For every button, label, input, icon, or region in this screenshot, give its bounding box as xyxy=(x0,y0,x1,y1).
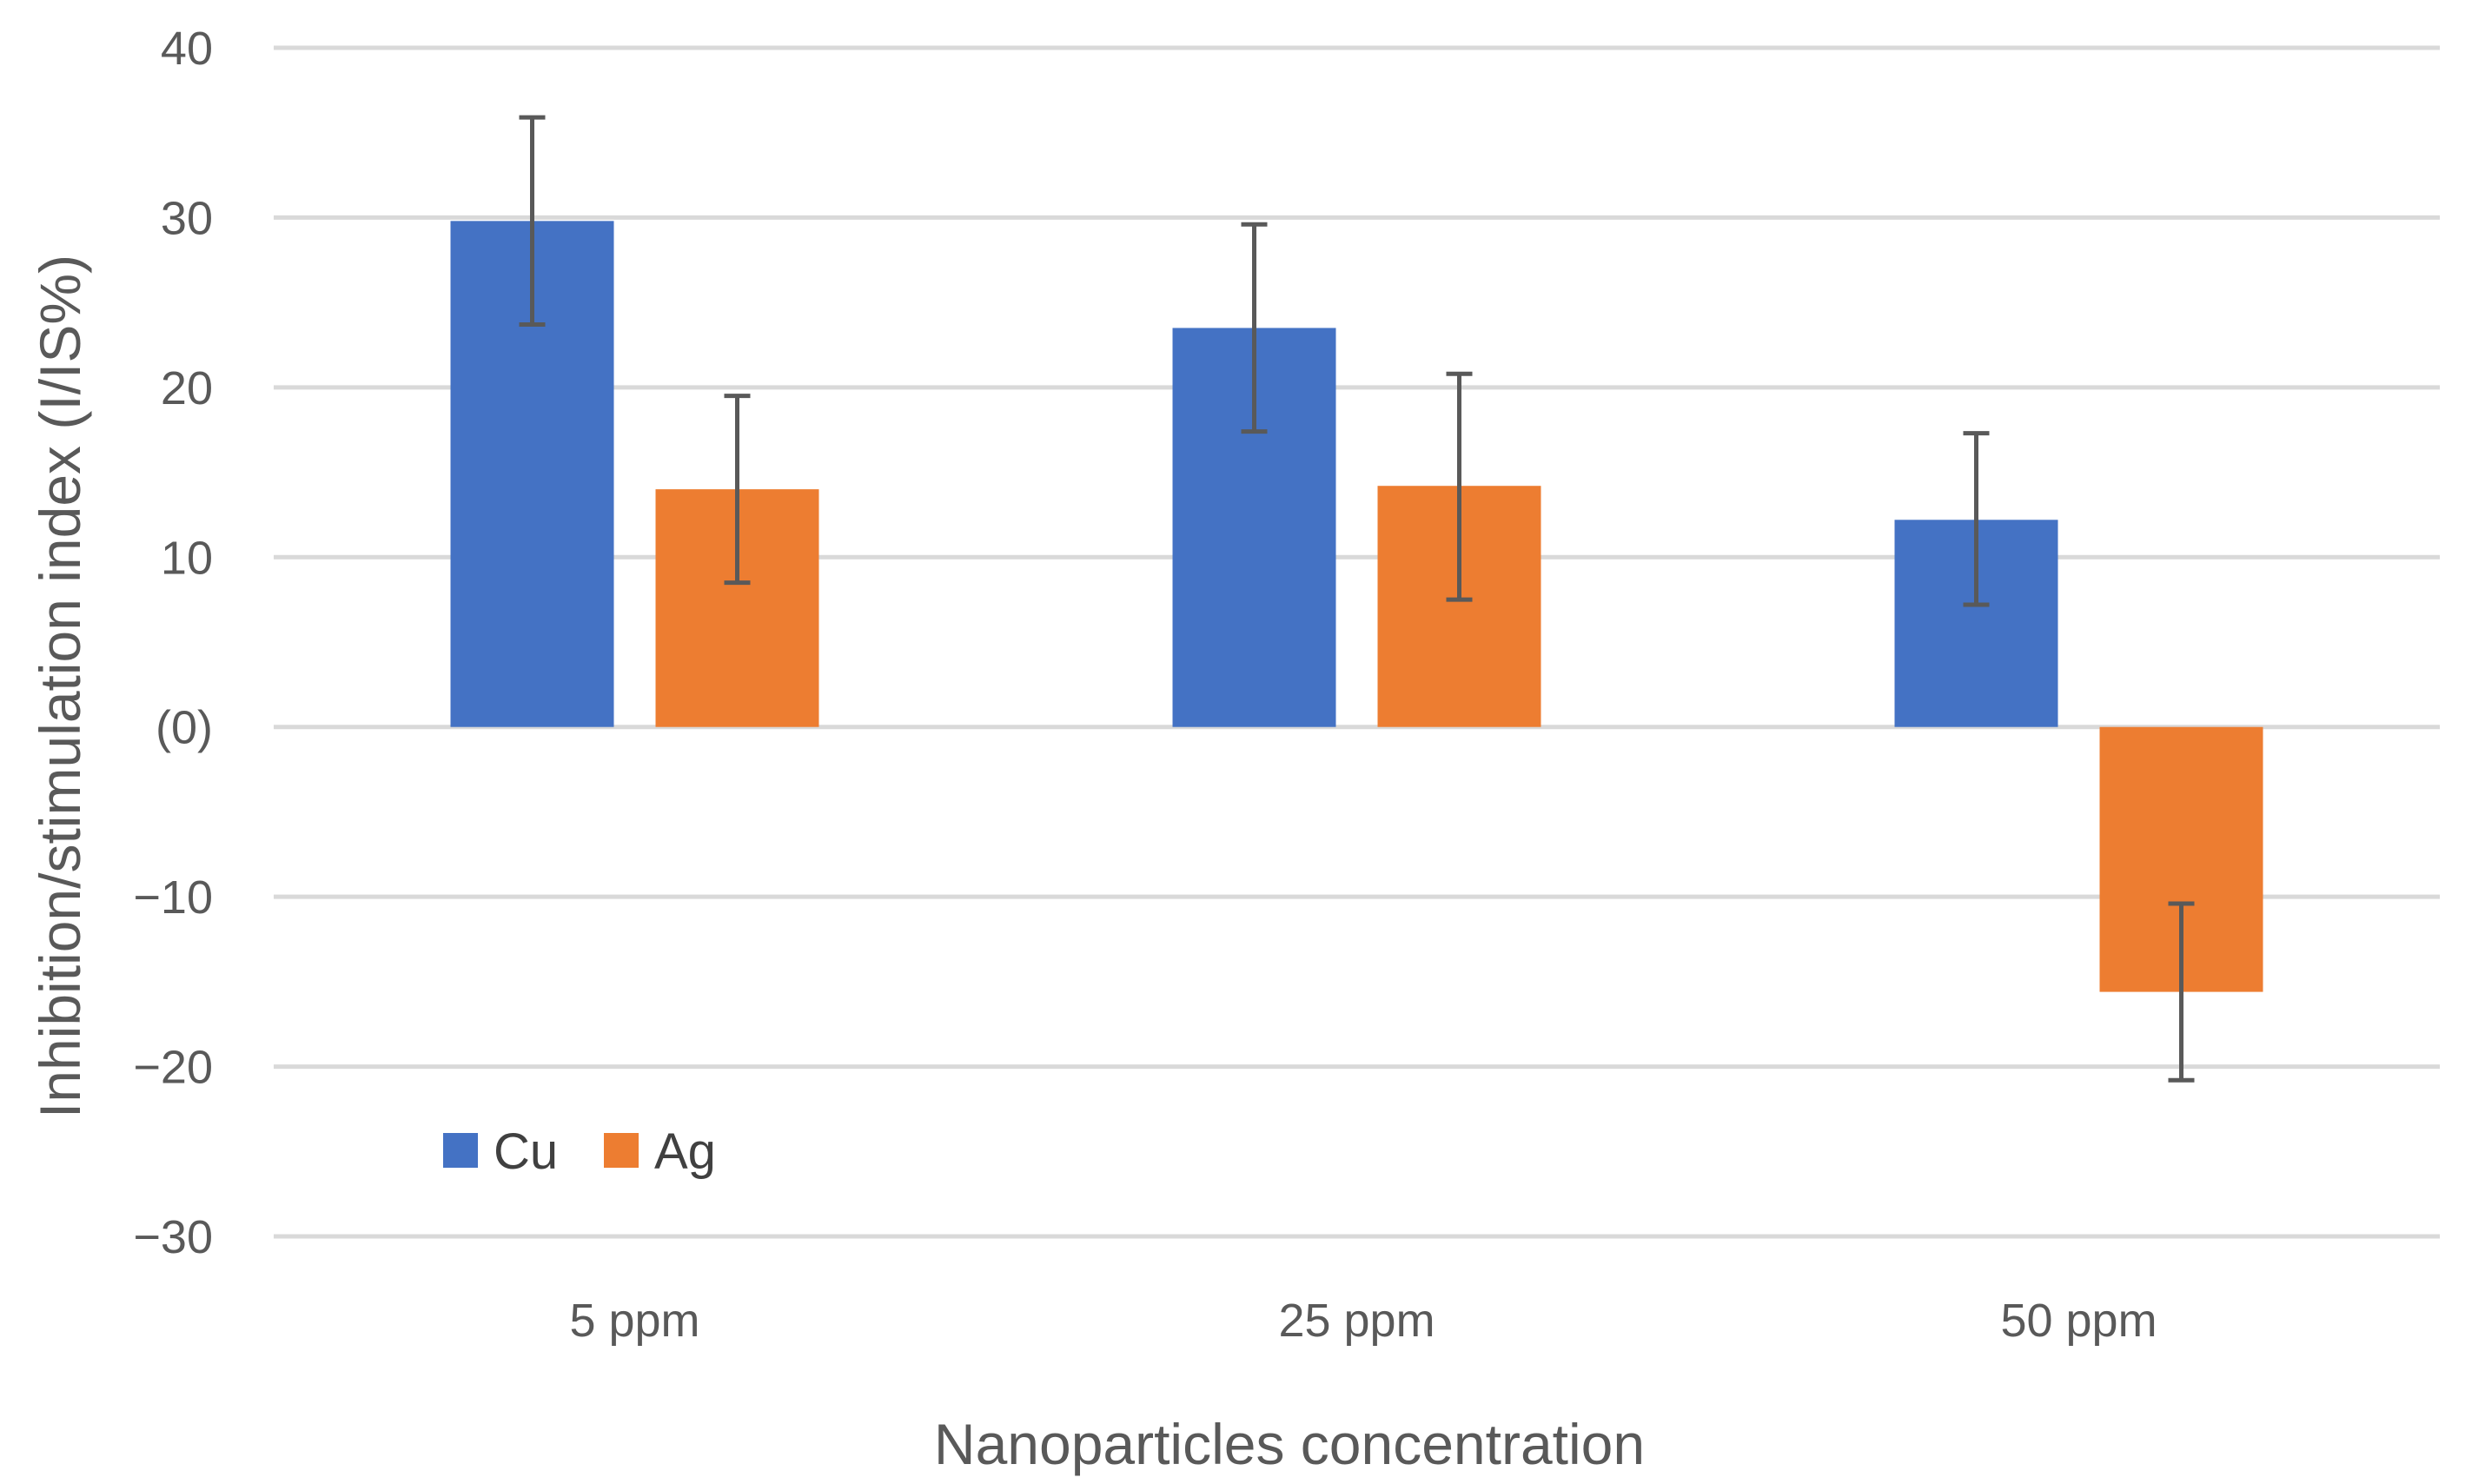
legend: Cu Ag xyxy=(443,1123,716,1180)
bars xyxy=(450,221,2263,992)
x-tick-label: 50 ppm xyxy=(2000,1295,2157,1347)
y-tick-label: −30 xyxy=(133,1211,213,1263)
error-bars xyxy=(519,115,2195,1083)
legend-label-cu: Cu xyxy=(494,1123,558,1180)
y-tick-label: −10 xyxy=(133,871,213,924)
y-tick-label: 40 xyxy=(161,23,213,75)
legend-label-ag: Ag xyxy=(654,1123,716,1180)
x-tick-label: 25 ppm xyxy=(1278,1295,1435,1347)
y-tick-label: 30 xyxy=(161,192,213,244)
y-axis-title: Inhibition/stimulation index (I/IS%) xyxy=(28,255,92,1118)
y-tick-label: 20 xyxy=(161,362,213,414)
x-axis-title: Nanoparticles concentration xyxy=(934,1412,1645,1476)
y-tick-label: 10 xyxy=(161,532,213,584)
y-tick-label: (0) xyxy=(156,702,213,754)
y-tick-labels: 40 30 20 10 (0) −10 −20 −30 xyxy=(133,23,213,1263)
x-tick-label: 5 ppm xyxy=(569,1295,699,1347)
x-tick-labels: 5 ppm 25 ppm 50 ppm xyxy=(569,1295,2157,1347)
legend-swatch-ag xyxy=(604,1133,639,1168)
legend-swatch-cu xyxy=(443,1133,478,1168)
gridlines xyxy=(274,45,2440,1239)
y-tick-label: −20 xyxy=(133,1042,213,1094)
